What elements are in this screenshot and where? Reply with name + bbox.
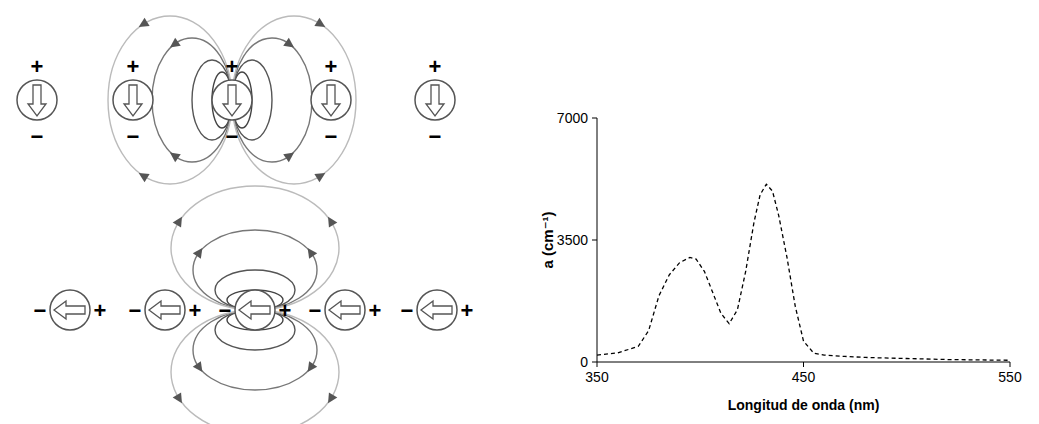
molecule: [145, 290, 185, 330]
minus-sign: −: [129, 298, 142, 323]
dipole: [212, 80, 252, 120]
dipole-arrow: [223, 85, 241, 116]
field-arrow: [193, 361, 203, 372]
minus-sign: −: [127, 124, 140, 149]
dipole-arrow: [322, 85, 340, 116]
y-tick-label: 7000: [557, 110, 588, 126]
minus-sign: −: [219, 298, 232, 323]
minus-sign: −: [34, 298, 47, 323]
y-tick-label: 3500: [557, 232, 588, 248]
dipole: [17, 80, 57, 120]
y-tick: [592, 240, 597, 241]
molecule: [311, 80, 351, 120]
molecule: [50, 290, 90, 330]
x-tick: [1010, 362, 1011, 367]
molecule: [113, 80, 153, 120]
dipole: [50, 290, 90, 330]
field-arrow: [308, 361, 318, 372]
field-arrow: [193, 248, 203, 259]
field-arrow: [328, 392, 337, 403]
minus-sign: −: [429, 124, 442, 149]
dipole-arrow: [421, 301, 452, 319]
field-arrow: [173, 217, 182, 228]
x-tick: [597, 362, 598, 367]
field-arrow: [283, 38, 294, 48]
x-tick-label: 550: [998, 369, 1022, 385]
field-arrow: [139, 173, 150, 182]
molecule: [415, 80, 455, 120]
plot-area: [597, 184, 1010, 360]
field-arrow: [308, 248, 318, 259]
x-axis-title: Longitud de onda (nm): [728, 397, 880, 413]
figure: +−+−+−+−+−−+−+−+−+−+350450550035007000Lo…: [0, 0, 1039, 424]
x-tick: [803, 362, 804, 367]
molecule: [235, 290, 275, 330]
field-arrow: [314, 18, 325, 27]
plus-sign: +: [31, 54, 44, 79]
y-axis-title: a (cm⁻¹): [539, 211, 556, 268]
spectrum-line: [597, 184, 1010, 360]
x-tick-label: 350: [585, 369, 609, 385]
plus-sign: +: [429, 54, 442, 79]
dipole: [417, 290, 457, 330]
minus-sign: −: [325, 124, 338, 149]
molecule: [417, 290, 457, 330]
plus-sign: +: [94, 298, 107, 323]
field-arrow: [328, 217, 337, 228]
field-arrow: [283, 153, 294, 163]
plus-sign: +: [226, 54, 239, 79]
dipole-arrow: [54, 301, 85, 319]
minus-sign: −: [226, 124, 239, 149]
field-arrow: [314, 173, 325, 182]
plus-sign: +: [461, 298, 474, 323]
field-arrow: [170, 38, 181, 48]
dipole-arrow: [28, 85, 46, 116]
molecule: [325, 290, 365, 330]
plus-sign: +: [325, 54, 338, 79]
minus-sign: −: [31, 124, 44, 149]
x-tick-label: 450: [792, 369, 816, 385]
field-lines: [108, 16, 356, 184]
dipole-arrow: [329, 301, 360, 319]
dipole: [145, 290, 185, 330]
field-lines: [171, 186, 339, 424]
y-tick-label: 0: [580, 354, 588, 370]
minus-sign: −: [401, 298, 414, 323]
y-tick: [592, 118, 597, 119]
molecule: [212, 80, 252, 120]
field-arrow: [173, 392, 182, 403]
dipole: [235, 290, 275, 330]
plus-sign: +: [279, 298, 292, 323]
dipole-arrow: [239, 301, 270, 319]
y-tick: [592, 362, 597, 363]
dipole-arrow: [124, 85, 142, 116]
plus-sign: +: [189, 298, 202, 323]
plus-sign: +: [127, 54, 140, 79]
minus-sign: −: [309, 298, 322, 323]
dipole-arrow: [426, 85, 444, 116]
dipole: [325, 290, 365, 330]
field-arrow: [170, 153, 181, 163]
axes: 350 450 550 0 3500 7000: [557, 110, 1022, 385]
plus-sign: +: [369, 298, 382, 323]
dipole: [113, 80, 153, 120]
dipole: [415, 80, 455, 120]
dipole-arrow: [149, 301, 180, 319]
molecule: [17, 80, 57, 120]
dipole: [311, 80, 351, 120]
field-arrow: [139, 18, 150, 27]
